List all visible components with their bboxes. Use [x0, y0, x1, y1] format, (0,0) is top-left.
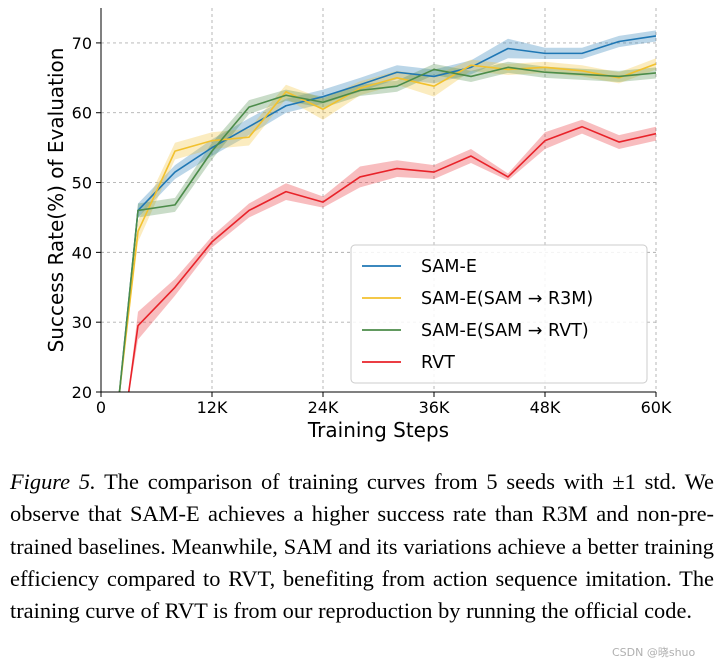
- y-tick-label: 70: [72, 34, 92, 53]
- series-line-1: [118, 63, 656, 392]
- x-tick-label: 48K: [530, 398, 561, 417]
- series-band-3: [128, 119, 656, 392]
- caption-label: Figure 5.: [10, 469, 96, 494]
- x-axis-label: Training Steps: [307, 418, 449, 442]
- y-tick-label: 60: [72, 104, 92, 123]
- legend-label-1: SAM-E(SAM → R3M): [421, 289, 593, 309]
- legend-box: [350, 244, 648, 384]
- series-line-2: [118, 66, 656, 392]
- y-axis-label: Success Rate(%) of Evaluation: [44, 48, 68, 353]
- legend-label-2: SAM-E(SAM → RVT): [421, 321, 589, 341]
- caption-text: The comparison of training curves from 5…: [10, 469, 714, 624]
- plot-series: [118, 30, 656, 392]
- x-tick-label: 36K: [419, 398, 450, 417]
- legend-label-0: SAM-E: [421, 257, 477, 277]
- y-tick-label: 20: [72, 383, 92, 402]
- y-tick-label: 50: [72, 174, 92, 193]
- chart-svg: 0 12K 24K 36K 48K 60K 20 30 40 50 60 70 Training Ste…: [44, 8, 672, 442]
- x-tick-label: 0: [96, 398, 106, 417]
- watermark: CSDN @晓shuo: [612, 646, 696, 659]
- x-tick-label: 60K: [641, 398, 672, 417]
- series-line-0: [118, 35, 656, 392]
- x-tick-label: 12K: [197, 398, 228, 417]
- figure-caption: Figure 5. The comparison of training cur…: [10, 466, 714, 627]
- series-band-0: [119, 30, 656, 392]
- y-tick-label: 40: [72, 243, 92, 262]
- legend-label-3: RVT: [421, 353, 455, 373]
- series-line-3: [127, 125, 656, 392]
- x-tick-label: 24K: [308, 398, 339, 417]
- y-tick-label: 30: [72, 313, 92, 332]
- legend: SAM-E SAM-E(SAM → R3M) SAM-E(SAM → RVT) RVT: [350, 244, 648, 384]
- training-curve-figure: 0 12K 24K 36K 48K 60K 20 30 40 50 60 70 Training Ste…: [44, 8, 672, 442]
